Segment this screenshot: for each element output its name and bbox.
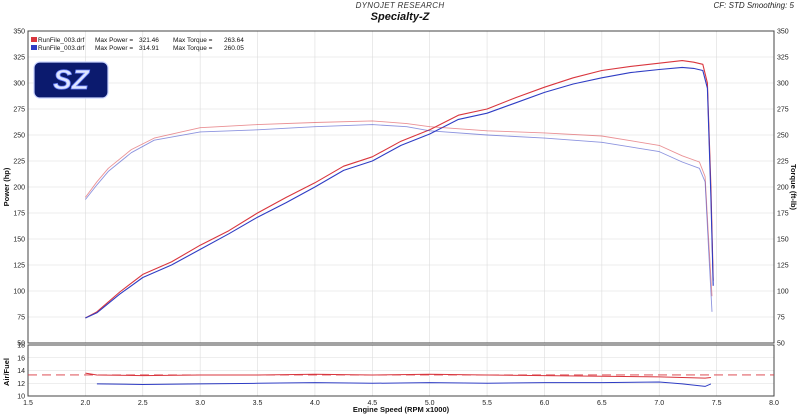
torque-axis-label: Torque (ft-lb) xyxy=(789,164,798,211)
torque-tick-label: 75 xyxy=(777,315,785,322)
afr-tick-label: 10 xyxy=(17,394,25,401)
power-tick-label: 325 xyxy=(13,55,25,62)
power-tick-label: 75 xyxy=(17,315,25,322)
torque-tick-label: 325 xyxy=(777,55,789,62)
afr-tick-label: 18 xyxy=(17,343,25,350)
torque-tick-label: 50 xyxy=(777,341,785,348)
power-tick-label: 350 xyxy=(13,29,25,36)
power-axis-ticks: 50 75 100 125 150 175 200 225 250 275 300 325 350 xyxy=(13,29,25,348)
power-tick-label: 150 xyxy=(13,237,25,244)
legend: RunFile_003.drf Max Power = 321.46 Max T… xyxy=(31,37,244,52)
torque-axis-ticks: 50 75 100 125 150 175 200 225 250 275 300 325 350 xyxy=(777,29,789,348)
torque-tick-label: 200 xyxy=(777,185,789,192)
x-tick-label: 7.0 xyxy=(654,400,664,407)
main-series-group xyxy=(85,60,714,319)
x-tick-label: 7.5 xyxy=(712,400,722,407)
torque-tick-label: 300 xyxy=(777,81,789,88)
logo-text: SZ xyxy=(53,64,90,95)
legend-run1-file: RunFile_003.drf xyxy=(38,37,84,44)
power-tick-label: 300 xyxy=(13,81,25,88)
afr-series-group xyxy=(28,372,774,387)
torque-tick-label: 350 xyxy=(777,29,789,36)
x-tick-label: 2.0 xyxy=(81,400,91,407)
x-tick-label: 1.5 xyxy=(23,400,33,407)
x-tick-label: 3.5 xyxy=(253,400,263,407)
x-tick-label: 4.5 xyxy=(367,400,377,407)
chart-title: Specialty-Z xyxy=(370,11,430,23)
afr-tick-label: 16 xyxy=(17,355,25,362)
afr-plot-frame xyxy=(27,344,775,397)
torque-run1-line xyxy=(85,120,713,297)
torque-tick-label: 125 xyxy=(777,263,789,270)
power-tick-label: 200 xyxy=(13,185,25,192)
x-tick-label: 3.0 xyxy=(195,400,205,407)
power-tick-label: 50 xyxy=(17,341,25,348)
legend-run1-power: 321.46 xyxy=(139,37,159,44)
afr-tick-label: 12 xyxy=(17,381,25,388)
power-tick-label: 275 xyxy=(13,107,25,114)
legend-run1-power-label: Max Power = xyxy=(95,37,133,44)
torque-tick-label: 250 xyxy=(777,133,789,140)
x-tick-label: 6.0 xyxy=(540,400,550,407)
torque-tick-label: 175 xyxy=(777,211,789,218)
legend-swatch-run1 xyxy=(31,37,37,42)
torque-tick-label: 275 xyxy=(777,107,789,114)
sz-logo: SZ xyxy=(33,61,109,99)
legend-run2-power: 314.91 xyxy=(139,45,159,52)
legend-run1-torque-label: Max Torque = xyxy=(173,37,213,44)
power-run1-line xyxy=(85,60,714,319)
power-tick-label: 250 xyxy=(13,133,25,140)
afr-axis-ticks: 10 12 14 16 18 xyxy=(17,343,25,401)
power-tick-label: 125 xyxy=(13,263,25,270)
brand-label: DYNOJET RESEARCH xyxy=(355,1,445,10)
legend-run2-torque-label: Max Torque = xyxy=(173,45,213,52)
main-grid xyxy=(27,30,775,344)
correction-info: CF: STD Smoothing: 5 xyxy=(713,1,794,10)
afr-run1-line xyxy=(85,372,711,379)
x-tick-label: 5.0 xyxy=(425,400,435,407)
x-tick-label: 5.5 xyxy=(482,400,492,407)
afr-tick-label: 14 xyxy=(17,368,25,375)
legend-run2-power-label: Max Power = xyxy=(95,45,133,52)
x-tick-label: 8.0 xyxy=(769,400,779,407)
afr-axis-label: Air/Fuel xyxy=(2,358,11,386)
x-tick-label: 2.5 xyxy=(138,400,148,407)
rpm-axis-ticks: 1.5 2.0 2.5 3.0 3.5 4.0 4.5 5.0 5.5 6.0 6.5 7.0 7.5 8… xyxy=(23,400,779,407)
power-tick-label: 225 xyxy=(13,159,25,166)
afr-grid xyxy=(27,344,775,397)
power-axis-label: Power (hp) xyxy=(2,167,11,206)
legend-swatch-run2 xyxy=(31,45,37,50)
power-tick-label: 100 xyxy=(13,289,25,296)
torque-tick-label: 100 xyxy=(777,289,789,296)
legend-run2-torque: 260.05 xyxy=(224,45,244,52)
torque-tick-label: 150 xyxy=(777,237,789,244)
rpm-axis-label: Engine Speed (RPM x1000) xyxy=(353,405,450,414)
afr-run2-line xyxy=(96,381,712,387)
main-plot-frame xyxy=(27,30,775,344)
legend-run2-file: RunFile_003.drf xyxy=(38,45,84,52)
torque-run2-line xyxy=(85,124,713,312)
x-tick-label: 4.0 xyxy=(310,400,320,407)
x-tick-label: 6.5 xyxy=(597,400,607,407)
power-tick-label: 175 xyxy=(13,211,25,218)
torque-tick-label: 225 xyxy=(777,159,789,166)
legend-run1-torque: 263.64 xyxy=(224,37,244,44)
power-run2-line xyxy=(85,66,714,319)
